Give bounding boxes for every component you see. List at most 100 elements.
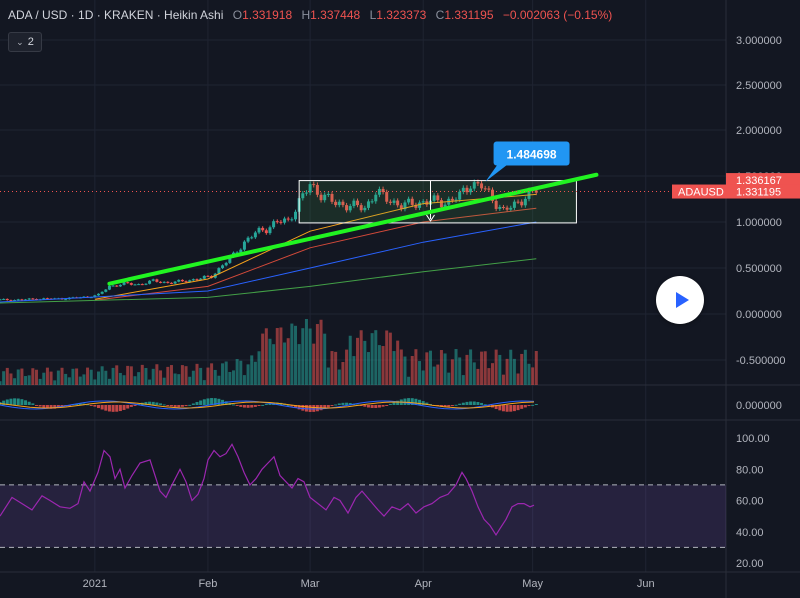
volume-bar bbox=[129, 366, 133, 385]
candle-body bbox=[304, 192, 308, 194]
macd-histogram-bar bbox=[301, 405, 305, 411]
macd-histogram-bar bbox=[122, 405, 126, 410]
candle-body bbox=[140, 284, 144, 286]
candle-body bbox=[290, 219, 294, 221]
macd-histogram-bar bbox=[169, 405, 173, 407]
volume-bar bbox=[297, 344, 301, 385]
moving-average-line bbox=[0, 221, 537, 303]
candle-body bbox=[173, 281, 177, 284]
high-value: 1.337448 bbox=[310, 8, 361, 22]
macd-histogram-bar bbox=[330, 405, 334, 406]
candle-body bbox=[326, 193, 330, 195]
candle-body bbox=[334, 201, 338, 206]
volume-bar bbox=[67, 377, 71, 385]
macd-histogram-bar bbox=[505, 405, 509, 412]
macd-histogram-bar bbox=[370, 405, 374, 408]
candle-body bbox=[385, 192, 389, 202]
volume-bar bbox=[319, 319, 323, 385]
volume-bar bbox=[425, 352, 429, 385]
macd-histogram-bar bbox=[414, 398, 418, 405]
close-value: 1.331195 bbox=[444, 8, 494, 22]
volume-bar bbox=[166, 366, 170, 385]
candle-body bbox=[370, 201, 374, 203]
volume-bar bbox=[491, 363, 495, 385]
candle-body bbox=[487, 188, 491, 190]
macd-histogram-bar bbox=[469, 401, 473, 405]
candle-body bbox=[20, 299, 24, 301]
volume-bar bbox=[512, 358, 516, 385]
volume-bar bbox=[45, 367, 49, 385]
candle-body bbox=[359, 205, 363, 211]
candle-body bbox=[250, 237, 254, 239]
candle-body bbox=[341, 201, 345, 206]
price-callout-pointer bbox=[485, 164, 508, 182]
volume-bar bbox=[348, 335, 352, 385]
candle-body bbox=[348, 206, 352, 211]
volume-bar bbox=[133, 376, 137, 385]
macd-histogram-bar bbox=[126, 405, 130, 409]
volume-bar bbox=[410, 355, 414, 385]
macd-histogram-bar bbox=[418, 399, 422, 405]
candle-body bbox=[436, 195, 440, 201]
volume-bar bbox=[487, 368, 491, 385]
macd-histogram-bar bbox=[5, 399, 9, 405]
candle-body bbox=[494, 200, 498, 209]
macd-histogram-bar bbox=[107, 405, 111, 412]
candle-body bbox=[180, 279, 184, 282]
trendline bbox=[107, 172, 599, 286]
close-label: C bbox=[435, 8, 445, 22]
moving-average-line bbox=[94, 207, 537, 301]
macd-histogram-bar bbox=[97, 405, 101, 409]
candle-body bbox=[418, 202, 422, 208]
candle-body bbox=[5, 298, 9, 301]
volume-bar bbox=[516, 373, 520, 385]
macd-histogram-bar bbox=[487, 405, 491, 406]
macd-histogram-bar bbox=[516, 405, 520, 411]
macd-histogram-bar bbox=[494, 405, 498, 410]
volume-bar bbox=[56, 370, 60, 385]
macd-histogram-bar bbox=[388, 403, 392, 405]
price-axis-tick: 3.000000 bbox=[736, 35, 782, 47]
candle-body bbox=[272, 221, 276, 228]
macd-histogram-bar bbox=[129, 405, 133, 407]
macd-histogram-bar bbox=[531, 404, 535, 406]
macd-histogram-bar bbox=[498, 405, 502, 411]
volume-bar bbox=[428, 350, 432, 385]
macd-histogram-bar bbox=[447, 405, 451, 407]
candle-body bbox=[319, 194, 323, 201]
macd-histogram-bar bbox=[294, 405, 298, 408]
macd-histogram-bar bbox=[9, 398, 13, 405]
candle-body bbox=[279, 221, 283, 223]
low-label: L bbox=[369, 8, 377, 22]
rsi-axis-tick: 100.00 bbox=[736, 433, 770, 445]
high-label: H bbox=[301, 8, 311, 22]
candle-body bbox=[159, 281, 163, 283]
volume-bar bbox=[465, 354, 469, 385]
macd-histogram-bar bbox=[257, 405, 261, 406]
candle-body bbox=[64, 299, 68, 301]
price-axis-tick: 1.000000 bbox=[736, 217, 782, 229]
candle-body bbox=[498, 206, 502, 209]
time-axis-tick: May bbox=[522, 578, 543, 590]
volume-bar bbox=[169, 365, 173, 385]
candle-body bbox=[465, 187, 469, 193]
volume-bar bbox=[414, 349, 418, 385]
macd-histogram-bar bbox=[509, 405, 513, 412]
volume-bar bbox=[505, 358, 509, 385]
play-button[interactable] bbox=[656, 276, 704, 324]
candle-body bbox=[523, 198, 527, 206]
indicators-toggle-button[interactable]: ⌄ 2 bbox=[8, 32, 42, 52]
volume-bar bbox=[49, 371, 53, 385]
macd-histogram-bar bbox=[312, 405, 316, 412]
symbol-line[interactable]: ADA / USD · 1D · KRAKEN · Heikin Ashi bbox=[8, 8, 224, 22]
volume-bar bbox=[458, 357, 462, 385]
open-value: 1.331918 bbox=[242, 8, 293, 22]
macd-histogram-bar bbox=[239, 405, 243, 407]
candle-body bbox=[520, 201, 524, 206]
volume-bar bbox=[60, 367, 64, 385]
candle-body bbox=[122, 282, 126, 285]
macd-histogram-bar bbox=[512, 405, 516, 412]
volume-bar bbox=[359, 330, 363, 385]
